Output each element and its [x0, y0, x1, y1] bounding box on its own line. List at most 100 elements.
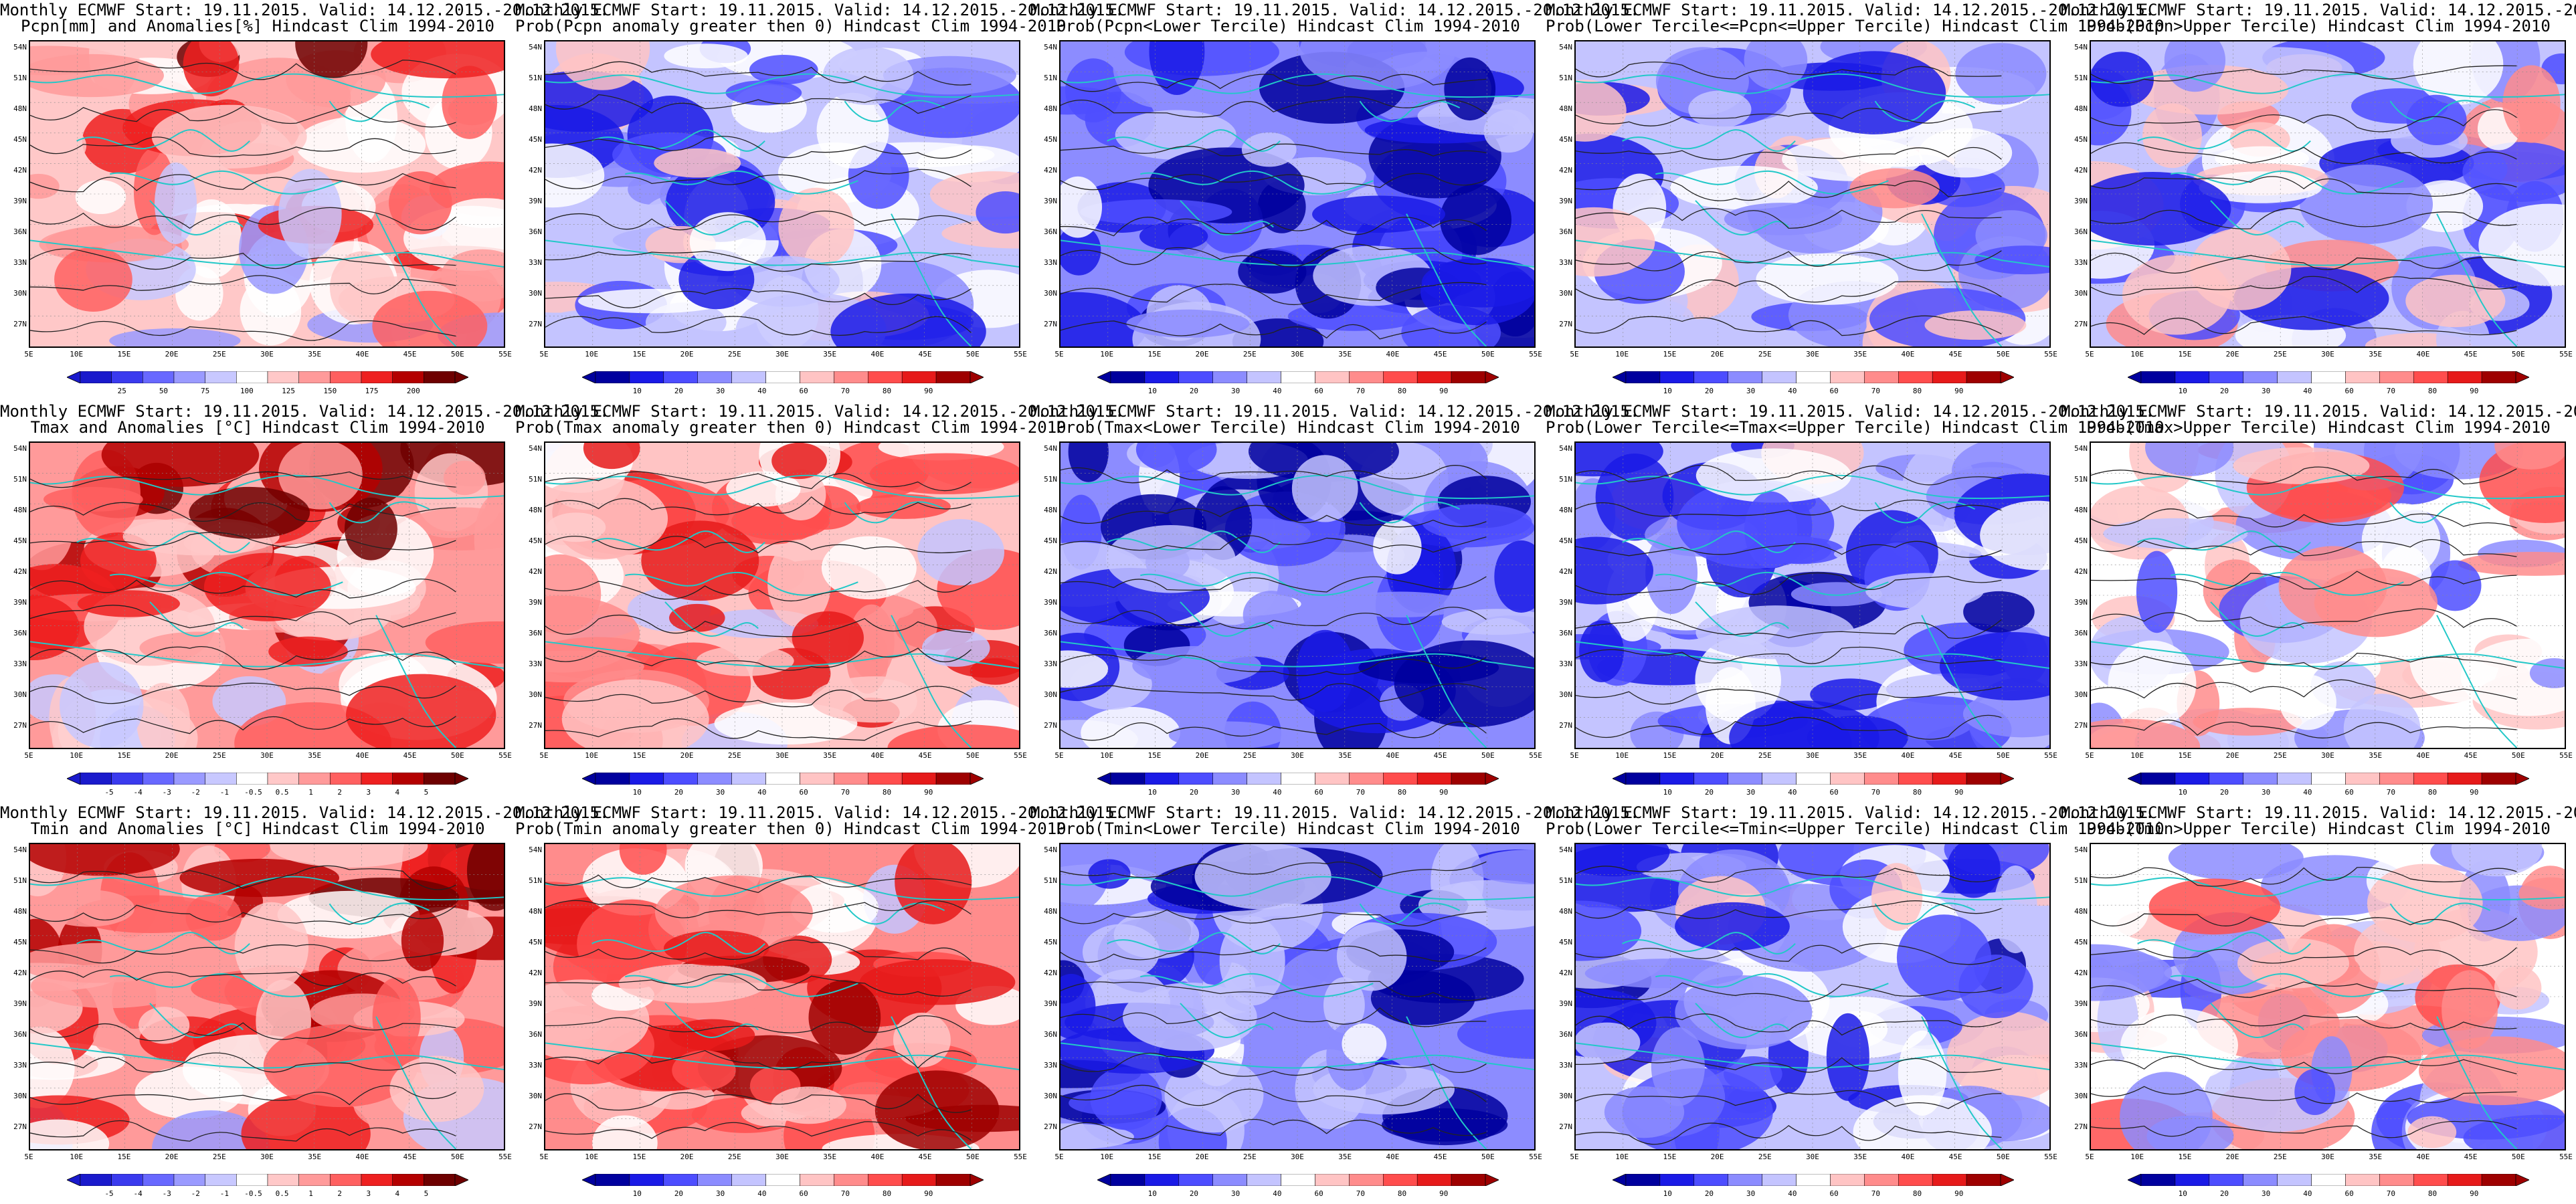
contour-line	[2091, 538, 2517, 557]
longitude-tick-label: 20E	[165, 751, 179, 760]
field-patch	[189, 486, 310, 539]
colorbar-segment	[595, 772, 630, 785]
colorbar-tick-label: -0.5	[244, 1189, 262, 1198]
field-patch	[1132, 645, 1261, 686]
longitude-tick-label: 5E	[2085, 1152, 2094, 1161]
field-patch	[30, 1119, 110, 1149]
contour-line	[1061, 282, 1487, 306]
colorbar-segment	[2379, 371, 2414, 384]
coastline	[545, 73, 1019, 98]
colorbar-segment	[361, 371, 393, 384]
coastline	[625, 571, 858, 596]
latitude-tick-label: 54N	[2074, 845, 2088, 854]
longitude-tick-label: 25E	[212, 1152, 226, 1161]
latitude-tick-label: 45N	[529, 536, 542, 545]
longitude-tick-label: 50E	[2511, 1152, 2525, 1161]
longitude-tick-label: 15E	[1147, 350, 1162, 359]
colorbar-segment	[2277, 1173, 2312, 1187]
map-field	[2090, 40, 2566, 348]
coastline	[149, 200, 244, 235]
panel-title-line1: Monthly ECMWF Start: 19.11.2015. Valid: …	[2061, 402, 2576, 421]
latitude-tick-label: 39N	[1044, 598, 1057, 607]
colorbar-tick-label: 80	[2427, 1189, 2437, 1198]
latitude-tick-label: 54N	[13, 845, 27, 854]
longitude-tick-label: 35E	[1338, 751, 1352, 760]
latitude-tick-label: 42N	[529, 969, 542, 977]
contour-line	[1061, 721, 1487, 741]
colorbar-segment	[111, 371, 143, 384]
colorbar-segment	[298, 772, 331, 785]
contour-line	[1061, 654, 1487, 676]
latitude-tick-label: 30N	[2074, 289, 2088, 298]
contour-line	[2091, 608, 2517, 629]
colorbar-segment	[1830, 772, 1865, 785]
longitude-tick-label: 15E	[1147, 1152, 1162, 1161]
field-patch	[1420, 258, 1534, 326]
longitude-tick-label: 45E	[1948, 350, 1962, 359]
field-patch	[921, 629, 990, 667]
contour-line	[1576, 572, 2002, 595]
contour-line	[30, 1120, 456, 1142]
colorbar-segment	[765, 371, 800, 384]
colorbar-tick-label: 70	[840, 1189, 850, 1198]
longitude-tick-label: 10E	[2130, 350, 2144, 359]
longitude-tick-label: 45E	[1433, 751, 1447, 760]
colorbar-tick-label: 3	[366, 788, 371, 797]
field-patch	[619, 844, 667, 875]
colorbar-tick-label: 30	[1231, 387, 1240, 395]
coastline	[30, 876, 504, 901]
latitude-tick-label: 51N	[1559, 74, 1572, 82]
coastline	[1140, 973, 1374, 997]
latitude-tick-label: 45N	[2074, 938, 2088, 946]
colorbar-segment	[392, 371, 424, 384]
field-patch	[1312, 195, 1445, 233]
longitude-tick-label: 40E	[2416, 751, 2430, 760]
colorbar-arrow-right	[970, 772, 984, 785]
colorbar-segment	[1349, 1173, 1384, 1187]
colorbar-tick-label: 40	[1273, 788, 1282, 797]
longitude-tick-label: 25E	[1243, 751, 1257, 760]
colorbar-segment	[868, 772, 903, 785]
latitude-tick-label: 54N	[1044, 43, 1057, 52]
colorbar-segment	[663, 772, 698, 785]
colorbar-segment	[1349, 371, 1384, 384]
colorbar-segment	[2277, 371, 2312, 384]
field-patch	[270, 844, 428, 868]
field-patch	[371, 41, 504, 79]
map-field	[1059, 843, 1536, 1150]
coastline	[2137, 932, 2311, 955]
latitude-tick-label: 42N	[1559, 567, 1572, 576]
coastline	[2091, 641, 2565, 670]
field-patch	[726, 471, 801, 507]
colorbar-tick-label: 40	[1273, 387, 1282, 395]
longitude-tick-label: 20E	[680, 350, 694, 359]
longitude-tick-label: 20E	[1710, 751, 1724, 760]
colorbar-segment	[267, 1173, 299, 1187]
colorbar-tick-label: 200	[406, 387, 420, 395]
colorbar-tick-label: 20	[1189, 387, 1199, 395]
latitude-tick-label: 42N	[1559, 166, 1572, 175]
longitude-tick-label: 10E	[585, 350, 599, 359]
colorbar-tick-label: 70	[2386, 788, 2395, 797]
colorbar-tick-label: 60	[1314, 1189, 1323, 1198]
contour-line	[545, 136, 972, 159]
colorbar-tick-label: 90	[924, 387, 933, 395]
field-patch	[1068, 443, 1109, 482]
colorbar-tick-label: 10	[632, 788, 642, 797]
colorbar-arrow-left	[2127, 371, 2142, 384]
map-field	[29, 843, 505, 1150]
colorbar-segment	[1383, 371, 1418, 384]
field-patch	[1946, 1011, 2049, 1102]
colorbar-segment	[1451, 1173, 1486, 1187]
field-patch	[1080, 199, 1232, 225]
colorbar-tick-label: 175	[365, 387, 379, 395]
field-patch	[183, 41, 240, 97]
coastline	[1140, 170, 1374, 195]
colorbar-tick-label: 90	[1954, 788, 1964, 797]
colorbar-tick-label: 2	[337, 788, 342, 797]
latitude-tick-label: 48N	[529, 104, 542, 113]
latitude-tick-label: 33N	[1044, 1061, 1057, 1070]
field-patch	[295, 41, 368, 78]
coastline	[545, 239, 1019, 268]
contour-line	[545, 718, 972, 741]
